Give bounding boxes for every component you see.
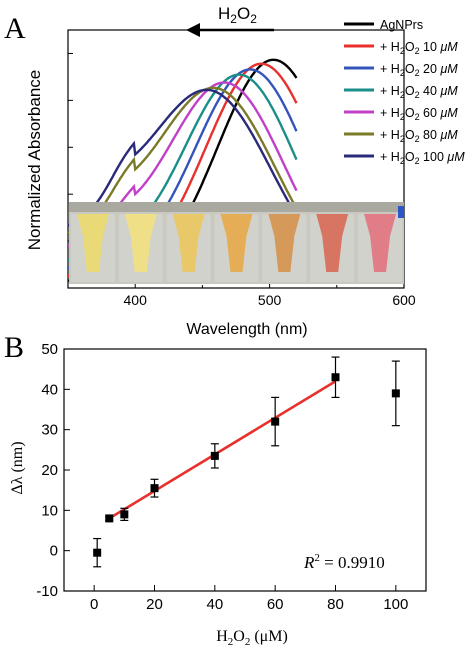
x-tick-label: 80	[327, 596, 344, 613]
vial-liquid	[172, 214, 205, 272]
vial-photo	[69, 202, 404, 284]
fit-line	[108, 380, 337, 520]
x-tick-label: 20	[146, 596, 163, 613]
absorbance-x-ticks: 400 500 600	[67, 282, 416, 308]
y-tick-label: 50	[41, 341, 58, 358]
y-tick-label: 10	[41, 502, 58, 519]
panel-b-label: B	[4, 331, 24, 364]
shift-fit-line	[108, 380, 337, 520]
data-point	[210, 451, 219, 460]
x-tick-label: 40	[206, 596, 223, 613]
legend-label: + H2O2 60 μM	[380, 106, 458, 122]
data-point	[331, 373, 340, 382]
legend-label: AgNPrs	[380, 18, 423, 32]
vial-liquid	[316, 214, 349, 272]
legend-label: + H2O2 20 μM	[380, 62, 458, 78]
data-point	[271, 417, 280, 426]
x-tick-label: 60	[267, 596, 284, 613]
absorbance-chart: 400 500 600 Normalized Absorbance Waveleng…	[25, 4, 465, 338]
vial-liquid	[364, 214, 397, 272]
shift-y-ticks: -10 0 10 20 30 40 50	[36, 341, 70, 600]
x-tick-label: 0	[90, 596, 98, 613]
absorbance-x-label: Wavelength (nm)	[186, 321, 307, 338]
shift-chart: -10 0 10 20 30 40 50 0 20 40 60 80 100 Δλ (nm) H2O2…	[9, 341, 427, 648]
y-tick-label: -10	[36, 583, 58, 600]
x-tick-label: 400	[124, 292, 148, 308]
x-tick-label: 600	[392, 292, 416, 308]
legend-label: + H2O2 80 μM	[380, 128, 458, 144]
y-tick-label: 20	[41, 462, 58, 479]
legend-label: + H2O2 100 μM	[380, 150, 465, 166]
data-point	[150, 484, 159, 493]
x-tick-label: 500	[258, 292, 282, 308]
panel-a-label: A	[4, 12, 26, 45]
y-tick-label: 40	[41, 381, 58, 398]
vial-liquid	[124, 214, 157, 272]
data-point	[93, 548, 102, 557]
shift-x-ticks: 0 20 40 60 80 100	[90, 585, 408, 613]
vial-liquid	[220, 214, 253, 272]
h2o2-arrow-label: H2O2	[218, 4, 257, 26]
data-point	[391, 389, 400, 398]
spectrum-line	[67, 86, 298, 235]
legend-label: + H2O2 10 μM	[380, 40, 458, 56]
vial-liquid	[76, 214, 109, 272]
vial-photo-rack	[69, 202, 404, 212]
data-point	[120, 510, 129, 519]
h2o2-shift-arrow: H2O2	[186, 4, 274, 37]
r-squared-annotation: R2 = 0.9910	[303, 552, 385, 572]
shift-points	[93, 356, 400, 568]
spectrum-line	[67, 88, 298, 227]
legend-label: + H2O2 40 μM	[380, 84, 458, 100]
data-point	[105, 514, 114, 523]
vial-photo-marker	[398, 206, 404, 218]
vial-liquid	[268, 214, 301, 272]
y-tick-label: 30	[41, 422, 58, 439]
x-tick-label: 100	[383, 596, 408, 613]
y-tick-label: 0	[50, 543, 58, 560]
absorbance-y-label: Normalized Absorbance	[25, 70, 44, 250]
shift-x-label: H2O2 (μM)	[216, 628, 288, 648]
absorbance-legend: AgNPrs + H2O2 10 μM + H2O2 20 μM + H2O2 40 …	[344, 18, 465, 166]
shift-y-label: Δλ (nm)	[9, 441, 26, 494]
